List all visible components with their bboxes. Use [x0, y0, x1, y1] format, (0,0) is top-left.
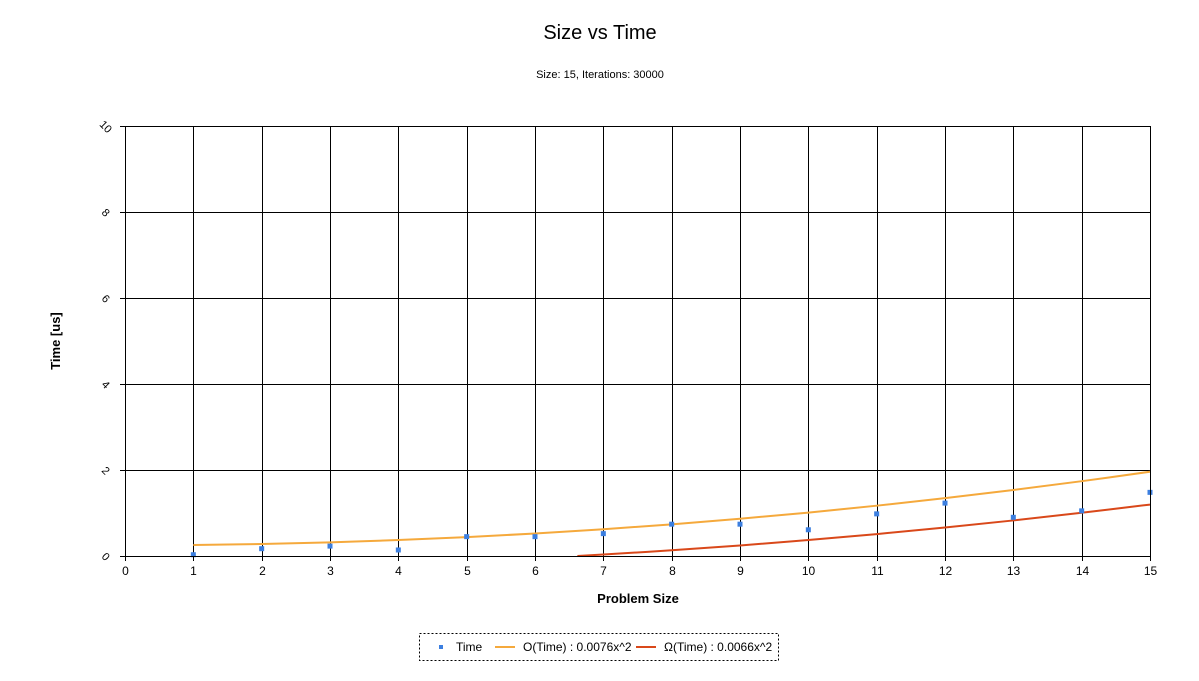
y-tick-label: 4 [99, 379, 112, 392]
data-point [737, 521, 743, 527]
series-line-1 [193, 470, 1151, 546]
y-tick-label: 10 [97, 119, 114, 136]
y-tick-label: 8 [99, 207, 112, 220]
x-tick-label: 3 [327, 564, 334, 578]
y-tick-label: 6 [99, 293, 112, 306]
x-tick-label: 5 [464, 564, 471, 578]
data-point [1079, 508, 1085, 514]
y-axis-title: Time [us] [48, 312, 63, 370]
x-tick-label: 10 [802, 564, 816, 578]
plot-border [125, 126, 1151, 557]
y-tick-label: 2 [99, 465, 112, 478]
data-point [190, 552, 196, 558]
legend-label-1: O(Time) : 0.0076x^2 [523, 640, 632, 654]
x-tick-label: 1 [190, 564, 197, 578]
x-tick-label: 13 [1007, 564, 1021, 578]
data-point [942, 500, 948, 506]
legend-label-0: Time [456, 640, 483, 654]
x-tick-label: 0 [122, 564, 129, 578]
data-point [464, 534, 470, 540]
x-axis-ticks: 0 1 2 3 4 5 6 7 8 9 10 11 12 13 14 15 [122, 556, 1157, 578]
data-point [327, 543, 333, 549]
legend-label-2: Ω(Time) : 0.0066x^2 [664, 640, 773, 654]
data-point [395, 547, 401, 553]
data-point [874, 511, 880, 517]
chart-title: Size vs Time [543, 22, 656, 44]
x-tick-label: 6 [532, 564, 539, 578]
x-tick-label: 4 [395, 564, 402, 578]
legend: Time O(Time) : 0.0076x^2 Ω(Time) : 0.0066x… [419, 633, 779, 661]
x-tick-label: 11 [871, 564, 884, 578]
data-point [669, 521, 675, 527]
data-point [805, 527, 811, 533]
legend-box [419, 633, 779, 661]
x-tick-label: 7 [600, 564, 607, 578]
legend-marker-0 [439, 645, 443, 649]
x-tick-label: 15 [1144, 564, 1158, 578]
chart-subtitle: Size: 15, Iterations: 30000 [536, 69, 664, 81]
data-point [259, 546, 265, 552]
x-tick-label: 14 [1076, 564, 1090, 578]
x-tick-label: 12 [939, 564, 953, 578]
x-axis-title: Problem Size [597, 591, 679, 606]
x-tick-label: 8 [669, 564, 676, 578]
data-point [1010, 514, 1016, 520]
series-layer [190, 470, 1153, 558]
y-axis-ticks: 0 2 4 6 8 10 [97, 119, 125, 564]
y-tick-label: 0 [99, 551, 112, 564]
series-line-2 [577, 503, 1151, 557]
data-point [532, 534, 538, 540]
x-tick-label: 9 [737, 564, 744, 578]
data-point [600, 531, 606, 537]
x-tick-label: 2 [259, 564, 266, 578]
